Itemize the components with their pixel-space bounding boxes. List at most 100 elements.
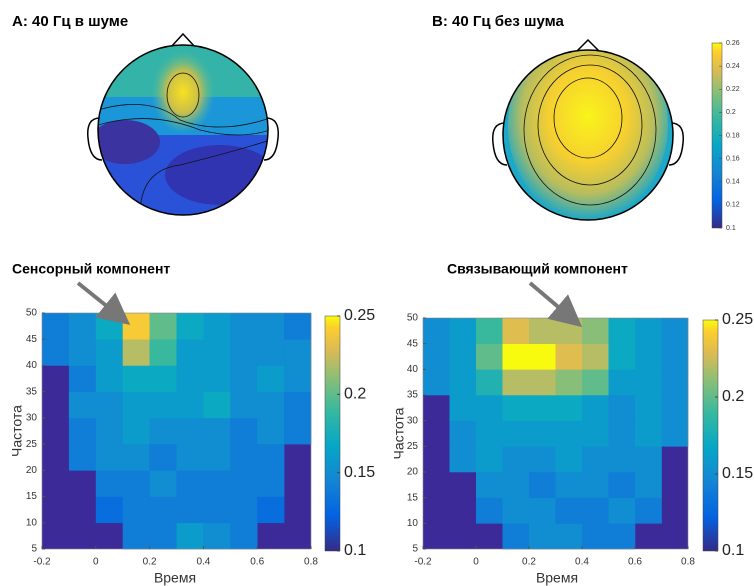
colorbar-tick-label: 0.25: [344, 307, 375, 324]
x-tick-label: 0.4: [196, 557, 210, 568]
heatmap-cell: [176, 313, 204, 340]
heatmap-cell: [449, 343, 477, 370]
heatmap-cell: [284, 391, 312, 419]
heatmap-cell: [608, 395, 636, 421]
heatmap-cell: [582, 343, 609, 370]
heatmap-cell: [149, 417, 177, 445]
x-tick-label: 0.8: [681, 557, 695, 568]
heatmap-cell: [203, 339, 231, 366]
heatmap-cell: [502, 318, 530, 344]
heatmap-cell: [661, 318, 689, 344]
heatmap-cell: [555, 446, 583, 473]
heatmap-cell: [635, 395, 662, 421]
heatmap-cell: [502, 523, 530, 550]
colorbar-tick-label: 0.12: [726, 202, 740, 209]
y-tick-label: 40: [26, 360, 38, 371]
heatmap-cell: [68, 339, 97, 366]
heatmap-cell: [257, 496, 285, 524]
heatmap-cell: [608, 369, 636, 396]
heatmap-cell: [122, 417, 150, 445]
heatmap-cell: [635, 420, 662, 447]
heatmap-cell: [502, 369, 530, 396]
y-tick-label: 15: [407, 492, 419, 503]
annotation-arrow: [76, 281, 131, 326]
heatmap-cell: [176, 417, 204, 445]
x-axis-label: Время: [154, 570, 196, 586]
heatmap-cell: [284, 339, 312, 366]
heatmap-cell: [529, 523, 556, 550]
heatmap-cell: [608, 497, 636, 524]
heatmap-cell: [284, 417, 312, 445]
x-tick-label: 0: [93, 557, 99, 568]
x-tick-label: 0.2: [522, 557, 536, 568]
heatmap-cell: [502, 497, 530, 524]
heatmap-cell: [122, 365, 150, 392]
heatmap-cell: [176, 339, 204, 366]
heatmap-cell: [122, 391, 150, 419]
heatmap-cell: [95, 470, 123, 497]
heatmap-cell: [95, 417, 123, 445]
heatmap-cell: [555, 369, 583, 396]
heatmap-cell: [529, 395, 556, 421]
heatmap-cell: [257, 444, 285, 471]
heatmap-cell: [449, 318, 477, 344]
heatmap-cell: [122, 522, 150, 550]
heatmap-cell: [203, 313, 231, 340]
heatmap-cell: [230, 470, 258, 497]
heatmap-cell: [582, 420, 609, 447]
y-axis-label: Частота: [9, 405, 25, 457]
colorbar: [324, 315, 341, 552]
heatmap-cell: [476, 318, 503, 344]
y-tick-label: 15: [26, 491, 38, 502]
heatmap-cell: [149, 339, 177, 366]
heatmap-cell: [149, 444, 177, 471]
heatmap-cell: [203, 470, 231, 497]
x-tick-label: 0: [473, 557, 479, 568]
y-tick-label: 10: [26, 517, 38, 528]
heatmap-cell: [230, 417, 258, 445]
heatmap-cell: [582, 446, 609, 473]
heatmap-cell: [582, 318, 609, 344]
heatmap-cell: [149, 365, 177, 392]
heatmap-cell: [449, 420, 477, 447]
colorbar-tick-label: 0.1: [726, 225, 736, 232]
heatmap-cell: [68, 444, 97, 471]
heatmap-cell: [149, 391, 177, 419]
heatmap-cell: [635, 343, 662, 370]
heatmap-cell: [582, 395, 609, 421]
heatmap-cell: [529, 369, 556, 396]
y-tick-label: 50: [407, 313, 419, 324]
y-tick-label: 45: [407, 338, 419, 349]
y-tick-label: 10: [407, 518, 419, 529]
heatmap-cell: [176, 365, 204, 392]
heatmap-cell: [122, 444, 150, 471]
colorbar-tick-label: 0.1: [344, 542, 366, 559]
heatmap-cell: [555, 420, 583, 447]
colorbar-tick-label: 0.15: [722, 465, 753, 482]
heatmap-cell: [257, 391, 285, 419]
topomap-a: [87, 32, 279, 216]
heatmap-cell: [257, 417, 285, 445]
heatmap-cell: [230, 391, 258, 419]
y-tick-label: 40: [407, 364, 419, 375]
heatmap-cell: [555, 497, 583, 524]
x-tick-label: 0.4: [575, 557, 589, 568]
heatmap-cell: [476, 446, 503, 473]
x-tick-label: 0.6: [628, 557, 642, 568]
heatmap-cell: [608, 523, 636, 550]
topomap-title: A: 40 Гц в шуме: [12, 13, 128, 30]
colorbar-tick-label: 0.26: [726, 40, 740, 47]
y-tick-label: 5: [31, 544, 37, 555]
heatmap-cell: [122, 496, 150, 524]
y-tick-label: 20: [26, 465, 38, 476]
heatmap-cell: [608, 446, 636, 473]
heatmap-cell: [529, 497, 556, 524]
heatmap-cell: [529, 318, 556, 344]
x-tick-label: 0.8: [304, 557, 318, 568]
heatmap-cell: [476, 369, 503, 396]
heatmap-cell: [423, 343, 450, 370]
heatmap-cell: [176, 391, 204, 419]
y-tick-label: 35: [407, 390, 419, 401]
heatmap-cell: [230, 365, 258, 392]
heatmap-cell: [502, 446, 530, 473]
